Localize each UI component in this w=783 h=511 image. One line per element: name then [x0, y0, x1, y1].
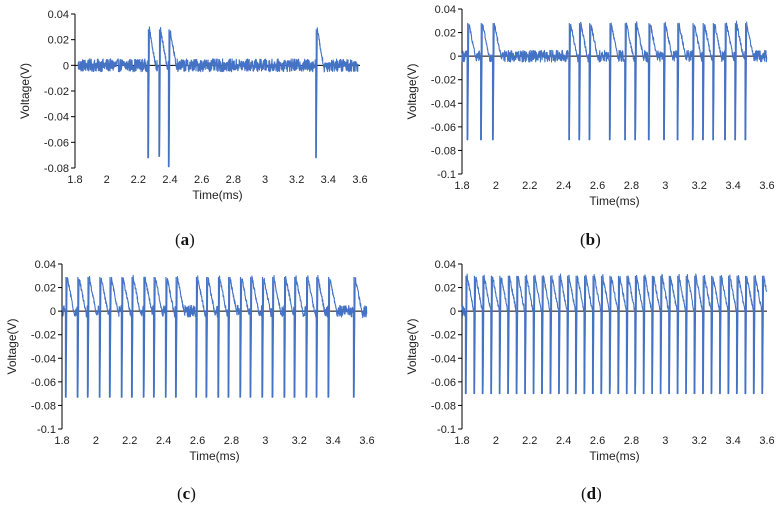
x-tick-label: 3 — [662, 435, 668, 447]
y-axis-title: Voltage(V) — [405, 63, 419, 119]
chart-panel-c: 0.04 0.02 0 -0.02 -0.04 -0.06 -0.08 -0.11.8 2 2.2… — [5, 259, 375, 463]
x-tick-label: 2.2 — [522, 435, 537, 447]
y-tick-label: -0.08 — [31, 400, 56, 412]
x-tick-label: 1.8 — [454, 180, 469, 192]
x-tick-label: 2.4 — [156, 435, 171, 447]
y-tick-label: -0.02 — [431, 75, 456, 87]
caption-letter-d: d — [586, 484, 597, 503]
y-tick-label: -0.04 — [44, 112, 69, 124]
x-tick-label: 3.2 — [289, 174, 304, 186]
y-tick-label: -0.06 — [431, 122, 456, 134]
y-tick-label: -0.06 — [31, 377, 56, 389]
y-tick-label: -0.04 — [431, 98, 456, 110]
y-axis-title: Voltage(V) — [405, 318, 419, 374]
y-tick-label: -0.04 — [431, 353, 456, 365]
x-tick-label: 3.6 — [759, 180, 774, 192]
x-tick-label: 3 — [262, 435, 268, 447]
y-tick-label: -0.08 — [431, 400, 456, 412]
x-tick-label: 3.4 — [321, 174, 336, 186]
x-tick-label: 2.2 — [122, 435, 137, 447]
x-tick-label: 2.2 — [522, 180, 537, 192]
y-tick-label: -0.1 — [437, 169, 456, 181]
y-tick-label: -0.04 — [31, 353, 56, 365]
x-tick-label: 3.6 — [352, 174, 367, 186]
chart-panel-d: 0.04 0.02 0 -0.02 -0.04 -0.06 -0.08 -0.11.8 2 2.2… — [405, 259, 775, 463]
x-tick-label: 3.4 — [725, 435, 740, 447]
signal-trace — [461, 273, 768, 395]
caption-d: (d) — [581, 484, 602, 503]
y-tick-label: -0.1 — [37, 424, 56, 436]
y-tick-label: -0.02 — [44, 86, 69, 98]
chart-panel-b: 0.04 0.02 0 -0.02 -0.04 -0.06 -0.08 -0.11.8 2 2.2… — [405, 4, 775, 208]
x-tick-label: 2.6 — [194, 174, 209, 186]
y-tick-label: -0.06 — [44, 137, 69, 149]
y-axis-title: Voltage(V) — [5, 318, 19, 374]
x-tick-label: 3.4 — [325, 435, 340, 447]
y-tick-label: 0 — [450, 51, 456, 63]
x-tick-label: 2.4 — [556, 435, 571, 447]
y-tick-label: 0.04 — [35, 259, 56, 271]
x-tick-label: 2 — [493, 435, 499, 447]
y-tick-label: 0.04 — [48, 9, 69, 21]
y-tick-label: 0 — [50, 306, 56, 318]
x-tick-label: 2.4 — [162, 174, 177, 186]
x-tick-label: 2.6 — [590, 180, 605, 192]
y-tick-label: 0.04 — [435, 4, 456, 16]
x-tick-label: 3.2 — [692, 435, 707, 447]
y-tick-label: 0.04 — [435, 259, 456, 271]
signal-trace — [77, 26, 359, 168]
x-tick-label: 3 — [662, 180, 668, 192]
x-tick-label: 2.6 — [590, 435, 605, 447]
caption-letter-a: a — [180, 230, 190, 249]
signal-trace — [61, 274, 368, 398]
x-tick-label: 2.8 — [624, 435, 639, 447]
y-tick-label: -0.02 — [431, 330, 456, 342]
x-axis-title: Time(ms) — [189, 449, 239, 463]
y-tick-label: 0 — [450, 306, 456, 318]
x-tick-label: 3.6 — [759, 435, 774, 447]
signal-trace — [461, 20, 768, 141]
y-tick-label: 0.02 — [435, 28, 456, 40]
x-tick-label: 3.2 — [292, 435, 307, 447]
x-axis-title: Time(ms) — [589, 449, 639, 463]
chart-panel-a: 0.04 0.02 0 -0.02 -0.04 -0.06 -0.081.8 2 2.2 2.4 2… — [18, 9, 368, 202]
caption-letter-b: b — [585, 230, 596, 249]
x-tick-label: 2.6 — [190, 435, 205, 447]
x-tick-label: 3 — [262, 174, 268, 186]
x-axis-title: Time(ms) — [589, 194, 639, 208]
x-tick-label: 2 — [93, 435, 99, 447]
x-tick-label: 2.8 — [624, 180, 639, 192]
y-axis-title: Voltage(V) — [18, 63, 32, 119]
y-tick-label: 0.02 — [35, 283, 56, 295]
x-tick-label: 2.2 — [131, 174, 146, 186]
x-tick-label: 2 — [104, 174, 110, 186]
y-tick-label: 0.02 — [435, 283, 456, 295]
x-tick-label: 3.2 — [692, 180, 707, 192]
y-tick-label: -0.1 — [437, 424, 456, 436]
x-tick-label: 2.8 — [226, 174, 241, 186]
caption-c: (c) — [177, 484, 196, 503]
y-tick-label: 0 — [63, 60, 69, 72]
x-tick-label: 2.8 — [224, 435, 239, 447]
y-tick-label: -0.08 — [431, 145, 456, 157]
caption-b: (b) — [580, 230, 601, 249]
y-tick-label: -0.02 — [31, 330, 56, 342]
x-tick-label: 1.8 — [54, 435, 69, 447]
x-tick-label: 3.4 — [725, 180, 740, 192]
x-tick-label: 1.8 — [67, 174, 82, 186]
y-tick-label: 0.02 — [48, 35, 69, 47]
x-tick-label: 2.4 — [556, 180, 571, 192]
x-tick-label: 1.8 — [454, 435, 469, 447]
x-tick-label: 2 — [493, 180, 499, 192]
x-tick-label: 3.6 — [359, 435, 374, 447]
y-tick-label: -0.06 — [431, 377, 456, 389]
caption-a: (a) — [175, 230, 195, 249]
caption-letter-c: c — [182, 484, 191, 503]
x-axis-title: Time(ms) — [192, 188, 242, 202]
y-tick-label: -0.08 — [44, 163, 69, 175]
